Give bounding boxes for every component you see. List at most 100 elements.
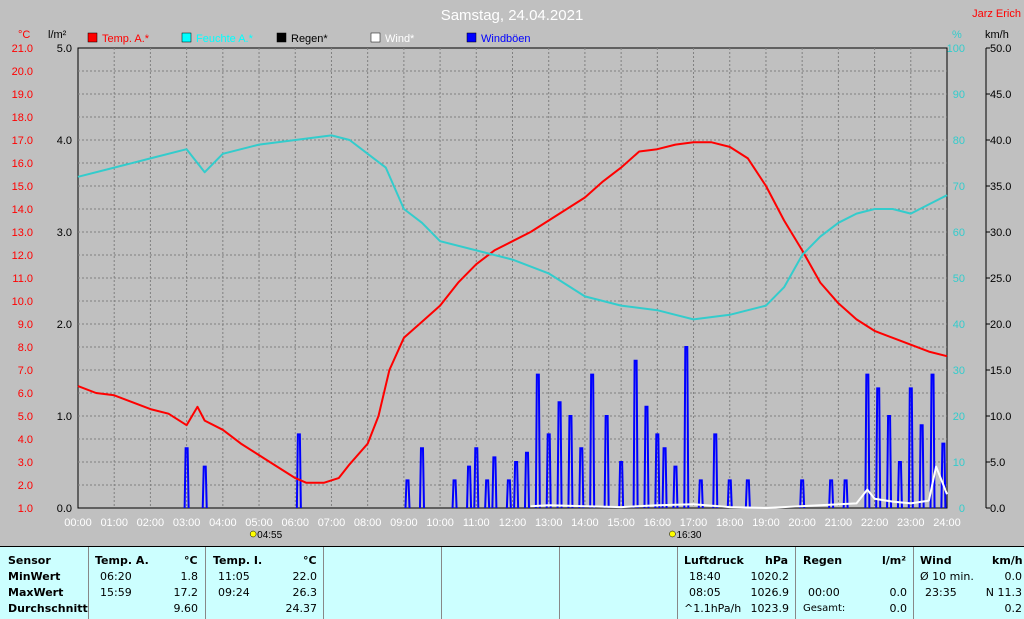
wind-header: Wind [920,554,952,567]
x-tick-label: 19:00 [752,517,780,529]
axes: 00:00 01:00 02:00 03:00 04:00 05:00 06:00 07:00… [12,29,1012,529]
wind-mean: 0.2 [1004,602,1023,615]
series-line-temp [77,141,948,484]
temp-tick-label: 21.0 [12,43,33,55]
x-tick-label: 11:00 [463,517,490,529]
stats-table: Sensor MinWert MaxWert Durchschnitt Temp… [0,546,1024,619]
humidity-tick-label: 0 [959,503,965,515]
x-tick-label: 05:00 [245,517,273,529]
temp-a-min-time: 06:20 [100,570,132,583]
col-divider [913,547,914,619]
gust-bar [643,405,650,509]
temp-tick-label: 15.0 [12,181,33,193]
x-tick-label: 14:00 [571,517,599,529]
wind-avg-label: Ø 10 min. [920,570,974,583]
gust-bar [418,447,425,509]
rain-total: 0.0 [889,602,908,615]
gust-bar [505,479,512,509]
wind-tick-label: 15.0 [990,365,1011,377]
legend-label: Temp. A.* [102,33,150,45]
wind-tick-label: 25.0 [990,273,1011,285]
temp-a-max: 17.2 [173,586,199,599]
x-tick-label: 02:00 [137,517,165,529]
humidity-tick-label: 60 [953,227,965,239]
temp-a-min: 1.8 [180,570,199,583]
x-tick-label: 24:00 [933,517,961,529]
gust-bar [618,461,625,509]
col-divider [559,547,560,619]
legend-swatch [181,32,192,43]
temp-tick-label: 10.0 [12,296,33,308]
wind-tick-label: 10.0 [990,411,1011,423]
rain-tick-label: 5.0 [57,43,72,55]
x-tick-label: 07:00 [318,517,346,529]
temp-tick-label: 1.0 [18,503,33,515]
humidity-tick-label: 10 [953,457,965,469]
gust-bar [201,465,208,509]
gust-bar [744,479,751,509]
gust-bar [907,387,914,509]
pressure-min-time: 18:40 [689,570,721,583]
temp-tick-label: 13.0 [12,227,33,239]
row-label: MinWert [8,570,61,583]
x-tick-label: 18:00 [716,517,744,529]
rain-time: 00:00 [808,586,840,599]
pressure-unit: hPa [765,554,789,567]
humidity-tick-label: 80 [953,135,965,147]
humidity-tick-label: 20 [953,411,965,423]
legend-label: Regen* [291,33,328,45]
gust-bar [896,461,903,509]
col-divider [677,547,678,619]
rain-tick-label: 0.0 [57,503,72,515]
gust-bar [864,373,871,509]
wind-tick-label: 5.0 [990,457,1005,469]
temp-i-header: Temp. I. [213,554,263,567]
sun-icon [249,530,257,538]
gust-bar [523,451,530,509]
gust-bar [842,479,849,509]
gust-bar [726,479,733,509]
humidity-axis-label: % [952,29,962,41]
wind-tick-label: 45.0 [990,89,1011,101]
temp-tick-label: 3.0 [18,457,33,469]
legend-swatch [87,32,98,43]
humidity-tick-label: 90 [953,89,965,101]
temp-tick-label: 5.0 [18,411,33,423]
humidity-tick-label: 40 [953,319,965,331]
humidity-tick-label: 70 [953,181,965,193]
gust-bar [545,433,552,509]
temp-a-unit: °C [184,554,198,567]
wind-tick-label: 35.0 [990,181,1011,193]
temp-tick-label: 6.0 [18,388,33,400]
pressure-max: 1026.9 [750,586,790,599]
temp-tick-label: 17.0 [12,135,33,147]
col-divider [795,547,796,619]
row-label: MaxWert [8,586,64,599]
temp-tick-label: 4.0 [18,434,33,446]
gust-bar [484,479,491,509]
rain-value: 0.0 [889,586,908,599]
wind-unit: km/h [992,554,1023,567]
x-tick-label: 10:00 [426,517,454,529]
temp-tick-label: 16.0 [12,158,33,170]
temp-tick-label: 11.0 [12,273,33,285]
gust-bar [603,415,610,509]
wind-tick-label: 0.0 [990,503,1005,515]
temp-tick-label: 2.0 [18,480,33,492]
gust-bar [918,424,925,509]
x-tick-label: 12:00 [499,517,527,529]
gust-bar [491,456,498,509]
gust-bar [661,447,668,509]
temp-i-min-time: 11:05 [218,570,250,583]
x-tick-label: 21:00 [825,517,853,529]
gust-bar [513,461,520,509]
humidity-tick-label: 100 [947,43,965,55]
gust-bar [578,447,585,509]
col-divider [441,547,442,619]
legend-swatch [276,32,287,43]
temp-i-max-time: 09:24 [218,586,250,599]
gust-bar [697,479,704,509]
gust-bar [799,479,806,509]
sun-icon [669,530,676,538]
legend: Temp. A.* Feuchte A.* Regen* Wind* Windböen [87,32,531,45]
